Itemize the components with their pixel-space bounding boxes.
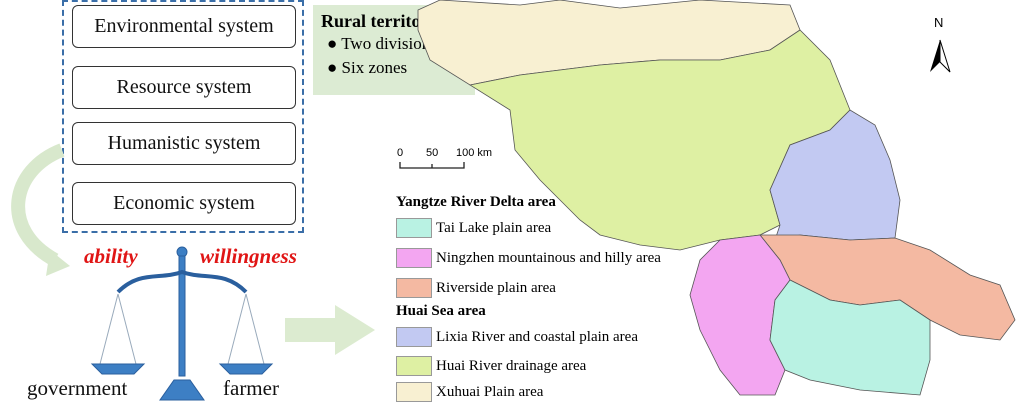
farmer-label: farmer <box>223 376 279 400</box>
resource-system-box: Resource system <box>72 66 296 109</box>
environmental-system-box: Environmental system <box>72 5 296 48</box>
jiangsu-map <box>417 0 1016 396</box>
government-label: government <box>27 376 128 400</box>
systems-group <box>62 0 304 233</box>
legend-group-title: Yangtze River Delta area <box>396 194 556 210</box>
rural-item: ● Six zones <box>327 58 408 77</box>
scale-bar <box>399 162 465 169</box>
curved-arrow-icon <box>11 143 65 267</box>
region-tai-lake <box>769 279 931 396</box>
economic-system-box: Economic system <box>72 182 296 225</box>
legend-item: Ningzhen mountainous and hilly area <box>396 248 661 268</box>
right-arrow-head <box>335 305 375 355</box>
north-label: N <box>934 15 944 30</box>
legend-item: Tai Lake plain area <box>396 218 551 238</box>
willingness-label: willingness <box>200 244 297 268</box>
curved-arrow-head <box>46 250 70 276</box>
legend-item: Lixia River and coastal plain area <box>396 327 638 347</box>
humanistic-system-box: Humanistic system <box>72 122 296 165</box>
balance-scale-icon <box>90 246 274 401</box>
legend-group-title: Huai Sea area <box>396 303 486 319</box>
north-arrow-icon <box>930 39 951 73</box>
rural-title: Rural territories <box>321 11 449 31</box>
legend-item: Riverside plain area <box>396 278 556 298</box>
legend-item: Xuhuai Plain area <box>396 382 543 402</box>
right-arrow-body <box>285 318 335 342</box>
ability-label: ability <box>84 244 138 268</box>
rural-item: ● Two divisions <box>327 34 437 53</box>
legend-item: Huai River drainage area <box>396 356 586 376</box>
region-ningzhen <box>689 234 791 396</box>
